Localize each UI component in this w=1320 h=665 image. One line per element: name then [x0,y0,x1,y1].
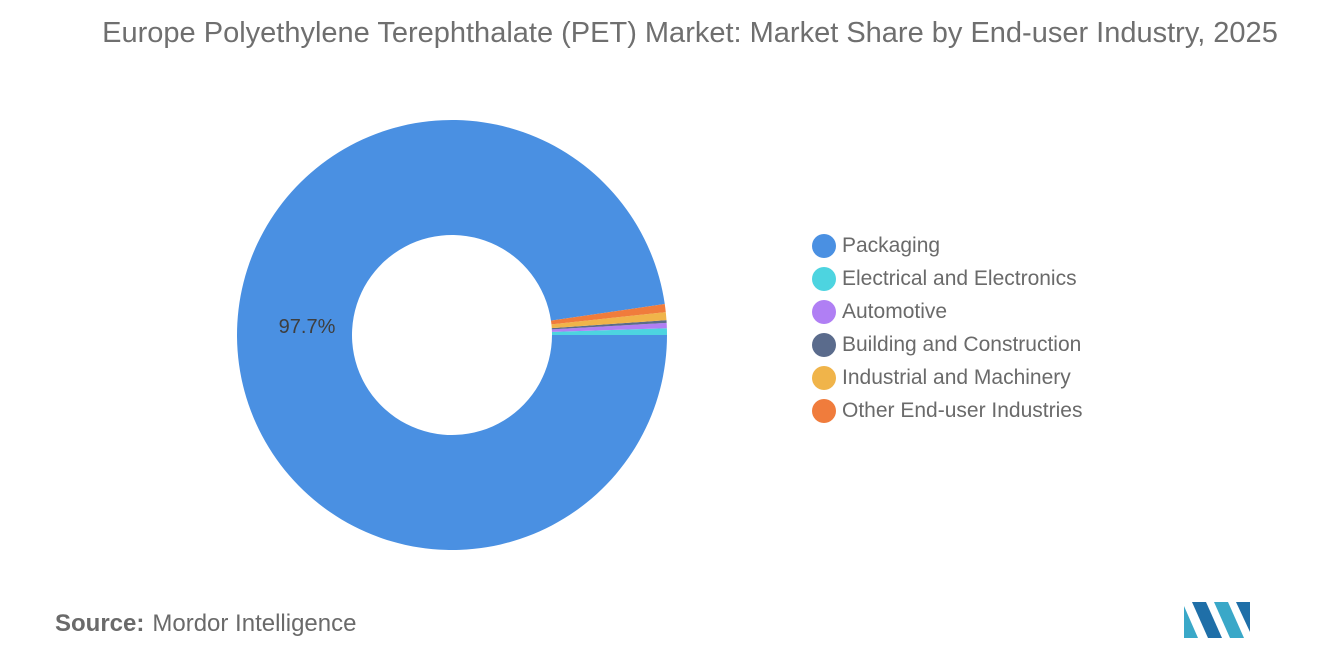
legend-swatch-automotive [812,299,836,324]
legend-swatch-electrical-and-electronics [812,266,836,291]
legend-item-industrial-and-machinery: Industrial and Machinery [812,361,1082,394]
donut-slice-automotive [551,322,667,332]
legend-item-electrical-and-electronics: Electrical and Electronics [812,262,1082,295]
legend-label-building-and-construction: Building and Construction [842,332,1082,356]
legend-label-electrical-and-electronics: Electrical and Electronics [842,266,1077,290]
source-value: Mordor Intelligence [152,610,357,637]
donut-slice-electrical-and-electronics [551,328,667,335]
source-note: Source: Mordor Intelligence [55,610,356,638]
mordor-intelligence-logo-icon [1184,602,1250,638]
legend-swatch-packaging [812,233,836,258]
chart-legend: Packaging Electrical and Electronics Autom… [812,229,1082,427]
donut-slice-packaging [237,120,668,551]
legend-item-other-end-user-industries: Other End-user Industries [812,394,1082,427]
legend-item-packaging: Packaging [812,229,1082,262]
legend-label-automotive: Automotive [842,299,948,323]
legend-swatch-industrial-and-machinery [812,365,836,390]
legend-label-other-end-user-industries: Other End-user Industries [842,398,1083,422]
chart-title: Europe Polyethylene Terephthalate (PET) … [102,17,1278,49]
legend-item-building-and-construction: Building and Construction [812,328,1082,361]
donut-slice-industrial-and-machinery [551,312,667,329]
legend-label-industrial-and-machinery: Industrial and Machinery [842,365,1071,389]
donut-slice-other-end-user-industries [550,304,666,325]
donut-slice-building-and-construction [551,320,667,330]
legend-label-packaging: Packaging [842,233,941,257]
legend-swatch-building-and-construction [812,332,836,357]
legend-item-automotive: Automotive [812,295,1082,328]
source-label: Source: [55,610,145,637]
data-label-packaging: 97.7% [279,316,336,338]
legend-swatch-other-end-user-industries [812,398,836,423]
